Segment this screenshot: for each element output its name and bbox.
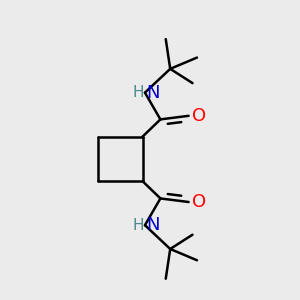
Text: H: H bbox=[132, 85, 144, 100]
Text: N: N bbox=[147, 84, 160, 102]
Text: N: N bbox=[147, 216, 160, 234]
Text: H: H bbox=[132, 218, 144, 233]
Text: O: O bbox=[192, 107, 206, 125]
Text: O: O bbox=[192, 193, 206, 211]
